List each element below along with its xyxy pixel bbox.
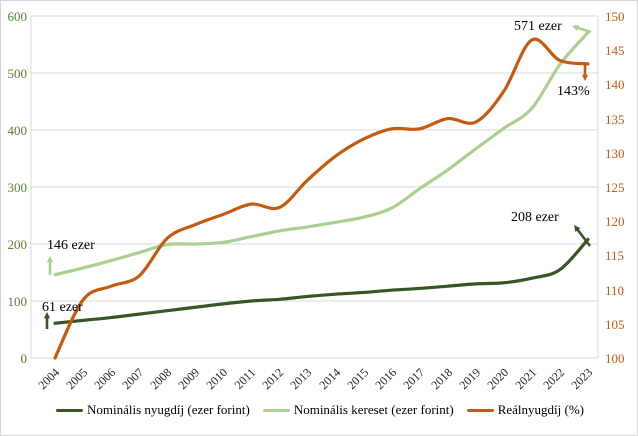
legend-label-nyugdij: Nominális nyugdíj (ezer forint) — [86, 402, 250, 417]
right-axis-tick-label: 140 — [605, 77, 625, 93]
annotation-arrowhead-kereset-start — [46, 256, 54, 263]
left-axis-tick-label: 200 — [7, 237, 28, 252]
annotation-arrowhead-nyugdij-start — [43, 312, 51, 319]
left-axis-tick-label: 100 — [7, 294, 28, 309]
right-axis-tick-label: 130 — [605, 145, 625, 161]
right-axis-tick-label: 145 — [605, 43, 625, 59]
annotation-arrowhead-nyugdij-end — [574, 225, 581, 232]
right-axis-tick-label: 125 — [605, 180, 625, 195]
legend-line-swatch-realnyugdij — [466, 408, 494, 412]
legend-label-realnyugdij: Reálnyugdíj (%) — [497, 402, 585, 417]
annotation-arrowhead-realnyugdij-end — [581, 74, 589, 81]
legend-item-nominalis-kereset: Nominális kereset (ezer forint) — [262, 402, 454, 418]
right-axis-tick-label: 110 — [605, 282, 625, 298]
series-line-2 — [53, 37, 590, 360]
annotation-arrow-nyugdij-end — [575, 227, 592, 247]
left-axis-tick-label: 0 — [20, 351, 28, 366]
left-axis-tick-label: 600 — [7, 9, 28, 24]
annotation-arrowhead-kereset-end — [572, 24, 579, 31]
right-axis-tick-label: 105 — [605, 316, 625, 332]
series-line-0 — [53, 237, 590, 325]
annotation-kereset-end: 571 ezer — [514, 19, 562, 34]
right-axis-tick-label: 100 — [605, 351, 625, 366]
chart-legend: Nominális nyugdíj (ezer forint) Nomináli… — [1, 402, 637, 418]
left-axis-tick-label: 400 — [7, 123, 28, 138]
annotation-nyugdij-end: 208 ezer — [511, 210, 559, 225]
right-axis-tick-label: 120 — [605, 214, 625, 230]
annotation-arrow-kereset-end — [575, 26, 592, 34]
legend-line-swatch-nyugdij — [55, 408, 83, 412]
series-line-1 — [53, 30, 590, 277]
right-axis-tick-label: 150 — [605, 9, 625, 24]
legend-item-nominalis-nyugdij: Nominális nyugdíj (ezer forint) — [55, 402, 250, 418]
left-axis-tick-label: 500 — [7, 66, 28, 81]
annotation-nyugdij-start: 61 ezer — [42, 300, 83, 315]
legend-label-kereset: Nominális kereset (ezer forint) — [293, 402, 454, 417]
right-axis-tick-label: 135 — [605, 111, 625, 127]
legend-item-realnyugdij: Reálnyugdíj (%) — [466, 402, 585, 418]
annotation-kereset-start: 146 ezer — [47, 238, 95, 253]
left-axis-tick-label: 300 — [7, 180, 28, 195]
right-axis-tick-label: 115 — [605, 248, 625, 264]
annotation-realnyugdij-end: 143% — [557, 84, 590, 99]
legend-line-swatch-kereset — [262, 408, 290, 412]
